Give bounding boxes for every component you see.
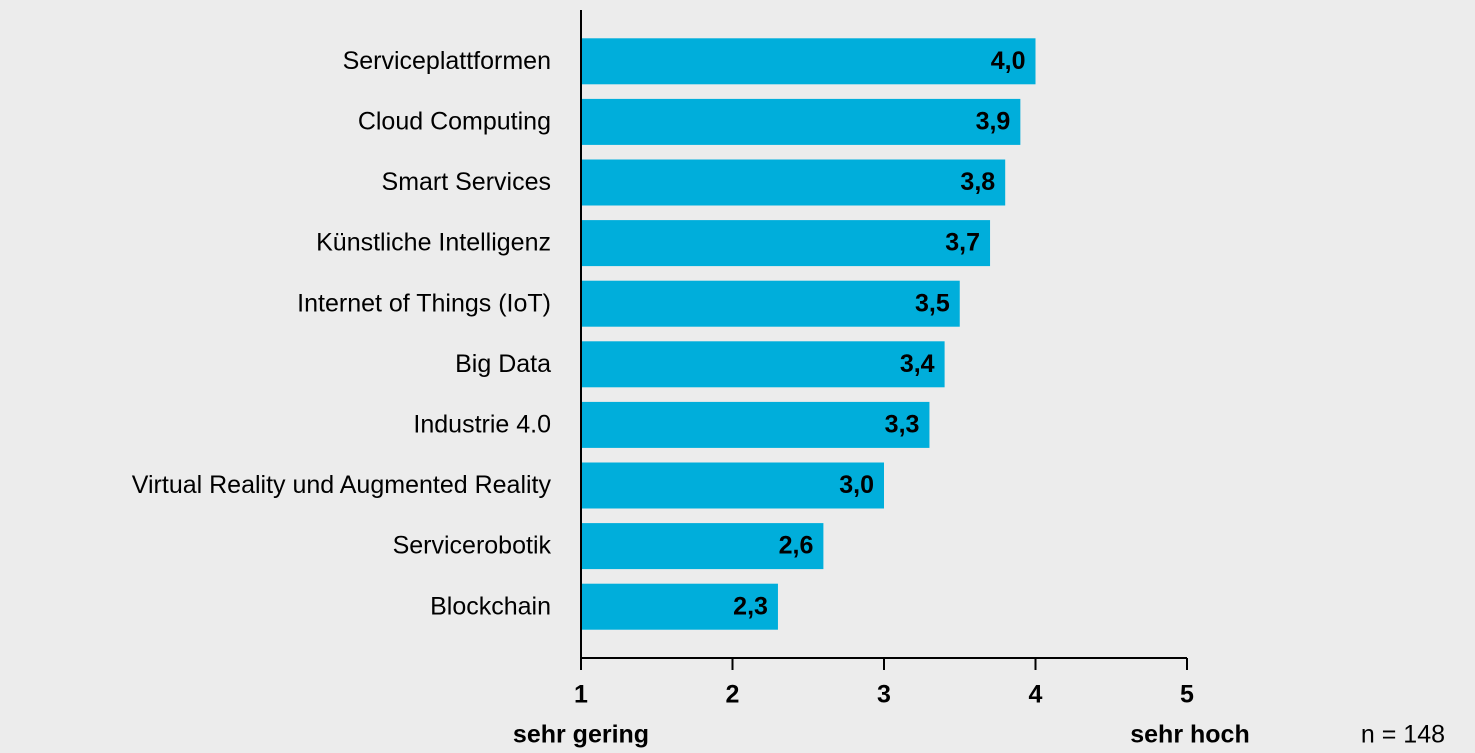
y-tick-label: Internet of Things (IoT) (297, 289, 551, 317)
value-label: 3,9 (976, 108, 1011, 136)
bar (581, 159, 1006, 206)
bar (581, 98, 1021, 145)
value-label: 2,6 (779, 532, 814, 560)
value-label: 3,3 (885, 411, 920, 439)
x-tick-label: 4 (1029, 681, 1043, 709)
bar (581, 462, 884, 509)
y-tick-label: Blockchain (430, 592, 551, 620)
y-tick-label: Smart Services (382, 168, 551, 196)
bar (581, 583, 778, 630)
x-tick-label: 3 (877, 681, 891, 709)
value-label: 3,0 (839, 471, 874, 499)
y-tick-label: Künstliche Intelligenz (316, 229, 551, 257)
bar (581, 523, 824, 570)
value-label: 2,3 (733, 592, 768, 620)
x-high-label: sehr hoch (1130, 721, 1249, 749)
x-tick-label: 1 (574, 681, 588, 709)
y-tick-label: Cloud Computing (358, 108, 551, 136)
y-tick-label: Industrie 4.0 (413, 411, 551, 439)
y-tick-label: Servicerobotik (393, 532, 552, 560)
x-low-label: sehr gering (513, 721, 649, 749)
x-tick-label: 2 (726, 681, 740, 709)
value-label: 3,8 (960, 168, 995, 196)
bar (581, 38, 1036, 85)
value-label: 3,7 (945, 229, 980, 257)
bar (581, 220, 991, 267)
value-label: 4,0 (991, 47, 1026, 75)
y-tick-label: Virtual Reality und Augmented Reality (132, 471, 552, 499)
y-tick-label: Serviceplattformen (343, 47, 551, 75)
bar (581, 341, 945, 388)
note: n = 148 (1361, 721, 1445, 749)
value-label: 3,5 (915, 289, 950, 317)
y-tick-label: Big Data (455, 350, 551, 378)
x-tick-label: 5 (1180, 681, 1194, 709)
bar (581, 280, 960, 327)
value-label: 3,4 (900, 350, 935, 378)
bar (581, 401, 930, 448)
